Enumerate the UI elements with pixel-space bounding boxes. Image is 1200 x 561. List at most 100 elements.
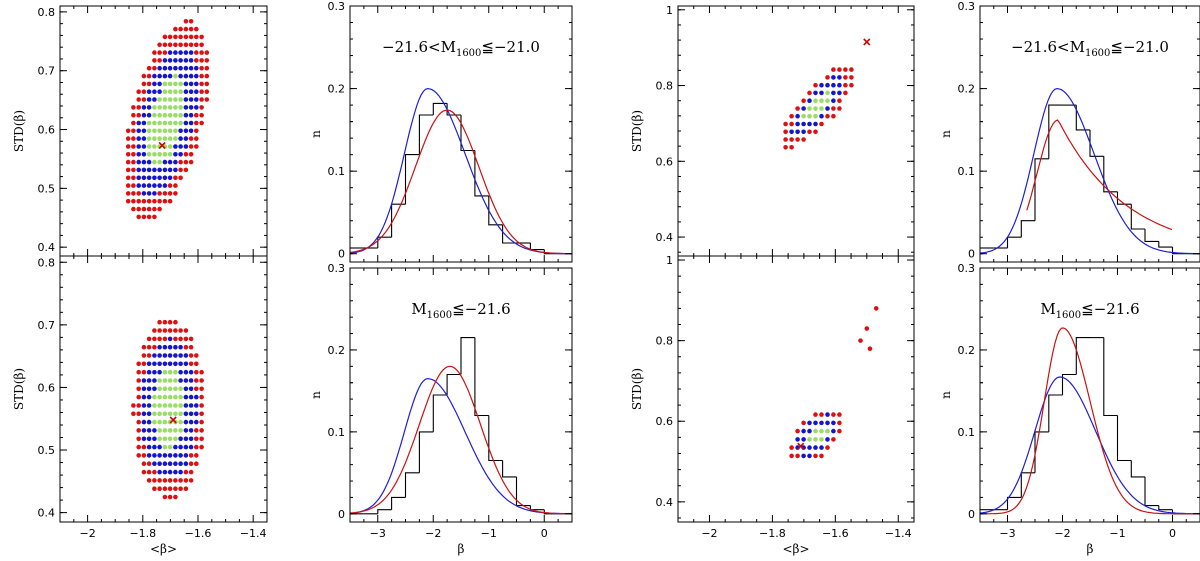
point-outer bbox=[173, 336, 178, 342]
point-outer bbox=[178, 478, 183, 483]
point-outer bbox=[152, 65, 157, 71]
point-mid bbox=[789, 129, 794, 135]
best-fit-marker bbox=[797, 442, 805, 450]
point-inner bbox=[152, 120, 157, 126]
panel-annotation: −21.6<M1600≦−21.0 bbox=[1011, 38, 1169, 59]
point-mid bbox=[831, 90, 836, 96]
point-outer bbox=[173, 494, 178, 500]
point-mid bbox=[157, 461, 162, 467]
point-inner bbox=[807, 437, 812, 442]
point-inner bbox=[813, 106, 818, 111]
y-tick-label: 0.3 bbox=[328, 0, 346, 13]
point-mid bbox=[162, 344, 168, 350]
point-outer bbox=[194, 128, 199, 134]
point-outer bbox=[819, 453, 824, 459]
point-outer bbox=[146, 344, 152, 350]
point-mid bbox=[813, 445, 818, 450]
point-mid bbox=[194, 81, 199, 87]
point-inner bbox=[167, 436, 173, 442]
x-tick-label: −3 bbox=[999, 527, 1015, 540]
point-outer bbox=[136, 394, 141, 400]
annotation-tail: ≦−21.0 bbox=[481, 38, 540, 56]
point-outer bbox=[157, 478, 162, 483]
point-outer bbox=[141, 469, 147, 475]
point-mid bbox=[183, 105, 189, 110]
point-outer bbox=[162, 50, 168, 55]
point-mid bbox=[173, 361, 178, 367]
point-mid bbox=[819, 445, 824, 450]
best-fit-stroke bbox=[863, 38, 871, 46]
point-inner bbox=[157, 403, 162, 408]
point-outer bbox=[867, 346, 873, 351]
point-outer bbox=[183, 19, 189, 24]
point-outer bbox=[141, 206, 147, 212]
point-mid bbox=[178, 50, 183, 55]
histogram-bin bbox=[1020, 472, 1035, 498]
point-outer bbox=[858, 338, 863, 343]
point-inner bbox=[162, 152, 168, 157]
point-mid bbox=[141, 191, 147, 196]
best-fit-stroke bbox=[169, 416, 177, 424]
point-inner bbox=[152, 419, 157, 425]
point-inner bbox=[167, 152, 173, 157]
point-mid bbox=[807, 445, 812, 450]
point-outer bbox=[146, 461, 152, 467]
point-outer bbox=[199, 394, 204, 400]
point-mid bbox=[152, 461, 157, 467]
histogram-area bbox=[350, 337, 572, 515]
point-mid bbox=[136, 136, 141, 141]
point-outer bbox=[183, 26, 189, 32]
point-inner bbox=[162, 136, 168, 141]
point-inner bbox=[167, 112, 173, 118]
point-inner bbox=[173, 428, 178, 433]
point-outer bbox=[199, 81, 204, 87]
point-inner bbox=[173, 81, 178, 87]
point-mid bbox=[194, 65, 199, 71]
point-inner bbox=[162, 394, 168, 400]
point-outer bbox=[843, 90, 848, 96]
point-outer bbox=[136, 112, 141, 118]
point-mid bbox=[183, 453, 189, 458]
point-mid bbox=[183, 112, 189, 118]
point-mid bbox=[188, 444, 194, 450]
plot-frame bbox=[59, 255, 268, 523]
point-mid bbox=[146, 386, 152, 392]
point-mid bbox=[183, 369, 189, 375]
annotation-tail: ≦−21.6 bbox=[1081, 300, 1140, 318]
point-outer bbox=[152, 214, 157, 220]
point-outer bbox=[194, 386, 199, 392]
histogram-bin bbox=[404, 154, 420, 205]
point-outer bbox=[188, 344, 194, 350]
x-tick-label: −2 bbox=[425, 527, 441, 540]
point-outer bbox=[199, 386, 204, 392]
point-outer bbox=[813, 412, 818, 417]
point-outer bbox=[204, 97, 210, 102]
point-inner bbox=[178, 120, 183, 126]
point-inner bbox=[157, 411, 162, 417]
point-outer bbox=[194, 353, 199, 358]
point-outer bbox=[819, 121, 824, 127]
point-outer bbox=[813, 453, 818, 459]
point-inner bbox=[173, 369, 178, 375]
point-mid bbox=[183, 81, 189, 87]
point-outer bbox=[136, 378, 141, 383]
point-inner bbox=[167, 403, 173, 408]
point-mid bbox=[141, 144, 147, 149]
point-mid bbox=[157, 344, 162, 350]
point-outer bbox=[783, 137, 788, 142]
point-outer bbox=[157, 206, 162, 212]
point-outer bbox=[162, 34, 168, 40]
point-outer bbox=[141, 361, 147, 367]
point-inner bbox=[178, 411, 183, 417]
point-outer bbox=[152, 328, 157, 333]
x-axis-label: β bbox=[458, 542, 465, 556]
point-outer bbox=[162, 198, 168, 204]
point-mid bbox=[173, 469, 178, 475]
red-fit-curve bbox=[1026, 119, 1173, 231]
point-mid bbox=[188, 419, 194, 425]
point-outer bbox=[199, 73, 204, 79]
point-outer bbox=[141, 89, 147, 94]
point-outer bbox=[194, 378, 199, 383]
point-outer bbox=[167, 183, 173, 188]
y-tick-label: 0.2 bbox=[328, 344, 346, 357]
